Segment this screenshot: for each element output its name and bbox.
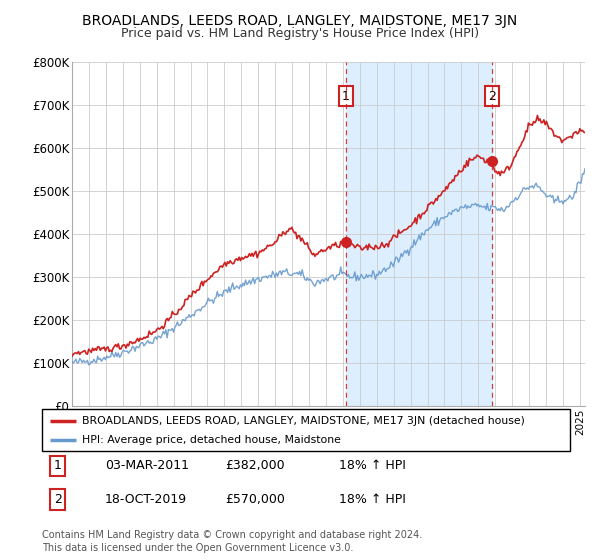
Text: £382,000: £382,000 [225,459,284,473]
FancyBboxPatch shape [42,409,570,451]
Text: 18% ↑ HPI: 18% ↑ HPI [339,459,406,473]
Text: 1: 1 [342,90,350,102]
Bar [346,62,492,406]
Text: 1: 1 [53,459,62,473]
Text: 18-OCT-2019: 18-OCT-2019 [105,493,187,506]
Text: Contains HM Land Registry data © Crown copyright and database right 2024.
This d: Contains HM Land Registry data © Crown c… [42,530,422,553]
Text: Price paid vs. HM Land Registry's House Price Index (HPI): Price paid vs. HM Land Registry's House … [121,27,479,40]
Text: £570,000: £570,000 [225,493,285,506]
Text: BROADLANDS, LEEDS ROAD, LANGLEY, MAIDSTONE, ME17 3JN: BROADLANDS, LEEDS ROAD, LANGLEY, MAIDSTO… [82,14,518,28]
Text: 18% ↑ HPI: 18% ↑ HPI [339,493,406,506]
Text: 03-MAR-2011: 03-MAR-2011 [105,459,189,473]
Text: 2: 2 [53,493,62,506]
Text: BROADLANDS, LEEDS ROAD, LANGLEY, MAIDSTONE, ME17 3JN (detached house): BROADLANDS, LEEDS ROAD, LANGLEY, MAIDSTO… [82,416,524,426]
Text: HPI: Average price, detached house, Maidstone: HPI: Average price, detached house, Maid… [82,435,340,445]
Text: 2: 2 [488,90,496,102]
